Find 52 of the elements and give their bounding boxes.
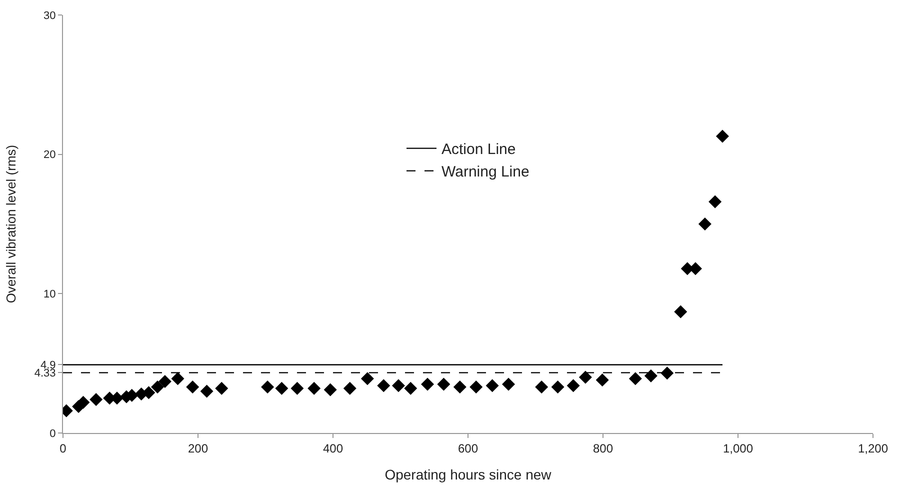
- x-tick-label: 1,200: [858, 441, 888, 456]
- y-tick-label: 20: [44, 149, 56, 162]
- x-tick-label: 1,000: [722, 441, 754, 456]
- point: [502, 378, 515, 391]
- point: [421, 378, 434, 391]
- point: [275, 382, 288, 395]
- point: [566, 379, 580, 392]
- point: [486, 379, 499, 392]
- point: [535, 380, 548, 394]
- point: [171, 372, 184, 386]
- point: [142, 386, 156, 400]
- point: [186, 380, 200, 394]
- point: [674, 305, 688, 318]
- point: [716, 130, 729, 143]
- point: [377, 379, 390, 392]
- point: [215, 382, 228, 395]
- point: [290, 382, 304, 395]
- point: [261, 380, 274, 394]
- point: [324, 383, 337, 396]
- y-tick-label: 30: [44, 10, 56, 22]
- point: [392, 379, 405, 392]
- point: [158, 374, 172, 388]
- x-tick-label: 800: [592, 441, 614, 456]
- legend-label: Warning Line: [442, 164, 530, 181]
- point: [151, 380, 164, 394]
- point: [698, 218, 712, 230]
- point: [343, 382, 356, 395]
- x-tick-label: 600: [458, 441, 478, 456]
- point: [90, 393, 103, 406]
- y-tick-label: 0: [50, 428, 56, 440]
- point: [360, 372, 374, 386]
- point: [437, 378, 450, 391]
- point: [644, 369, 658, 382]
- point: [628, 372, 642, 386]
- point: [404, 382, 418, 395]
- x-tick-label: 200: [188, 441, 208, 456]
- point: [470, 380, 483, 394]
- point: [660, 366, 674, 380]
- point: [453, 380, 466, 394]
- y-tick-label: 10: [44, 288, 56, 301]
- legend-label: Action Line: [442, 141, 516, 158]
- point: [76, 396, 90, 409]
- point: [578, 370, 592, 384]
- point: [308, 382, 321, 395]
- point: [596, 374, 609, 387]
- point: [551, 380, 564, 394]
- x-tick-label: 0: [60, 441, 67, 456]
- point: [200, 384, 214, 398]
- point: [708, 195, 722, 208]
- x-axis-title: Operating hours since new: [384, 466, 552, 483]
- y-axis-title: Overall vibration level (rms): [3, 144, 18, 304]
- x-tick-label: 400: [322, 441, 344, 456]
